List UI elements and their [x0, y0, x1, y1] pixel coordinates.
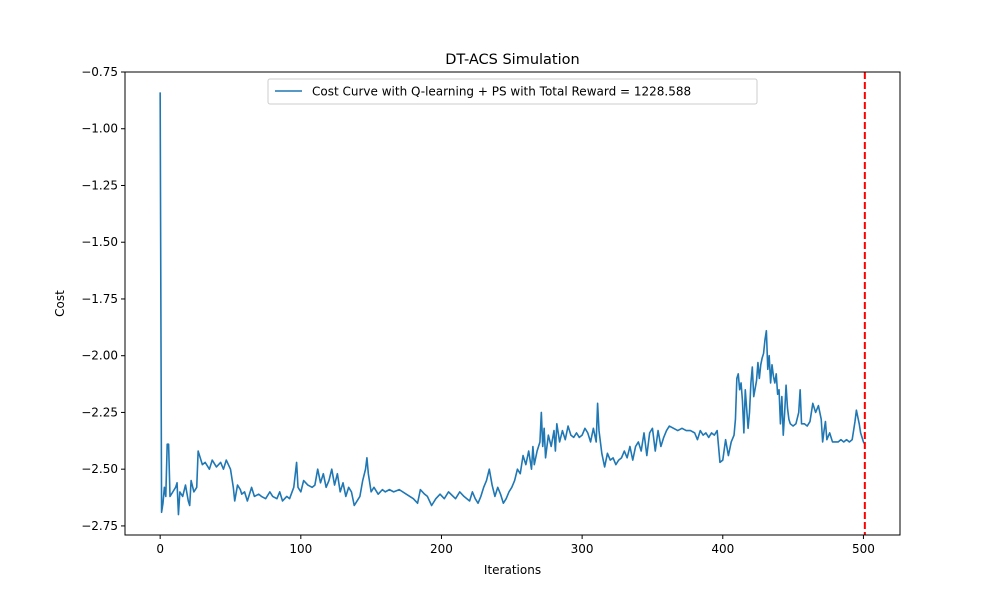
- y-tick-label: −1.50: [81, 235, 118, 249]
- x-tick-label: 300: [571, 542, 594, 556]
- legend: Cost Curve with Q-learning + PS with Tot…: [267, 78, 758, 105]
- y-axis: −0.75 −1.00 −1.25 −1.50 −1.75 −2.00 −2.25 −2.50…: [81, 65, 125, 533]
- x-tick-label: 500: [852, 542, 875, 556]
- y-tick-label: −1.25: [81, 178, 118, 192]
- y-axis-label: Cost: [53, 290, 67, 317]
- plot-area: [159, 72, 866, 535]
- x-axis-label: Iterations: [484, 563, 541, 577]
- x-axis: 0 100 200 300 400 500: [156, 535, 875, 556]
- legend-label: Cost Curve with Q-learning + PS with Tot…: [312, 85, 691, 99]
- y-tick-label: −2.75: [81, 519, 118, 533]
- x-tick-label: 400: [711, 542, 734, 556]
- y-tick-label: −0.75: [81, 65, 118, 79]
- chart-title: DT-ACS Simulation: [445, 52, 579, 68]
- series-line: [159, 92, 866, 516]
- y-tick-label: −2.25: [81, 405, 118, 419]
- plot-frame: [124, 71, 901, 536]
- y-tick-label: −2.50: [81, 462, 118, 476]
- y-tick-label: −1.00: [81, 122, 118, 136]
- x-tick-label: 200: [430, 542, 453, 556]
- x-tick-label: 0: [156, 542, 164, 556]
- x-tick-label: 100: [289, 542, 312, 556]
- legend-box: [267, 78, 758, 105]
- y-tick-label: −1.75: [81, 292, 118, 306]
- y-tick-label: −2.00: [81, 349, 118, 363]
